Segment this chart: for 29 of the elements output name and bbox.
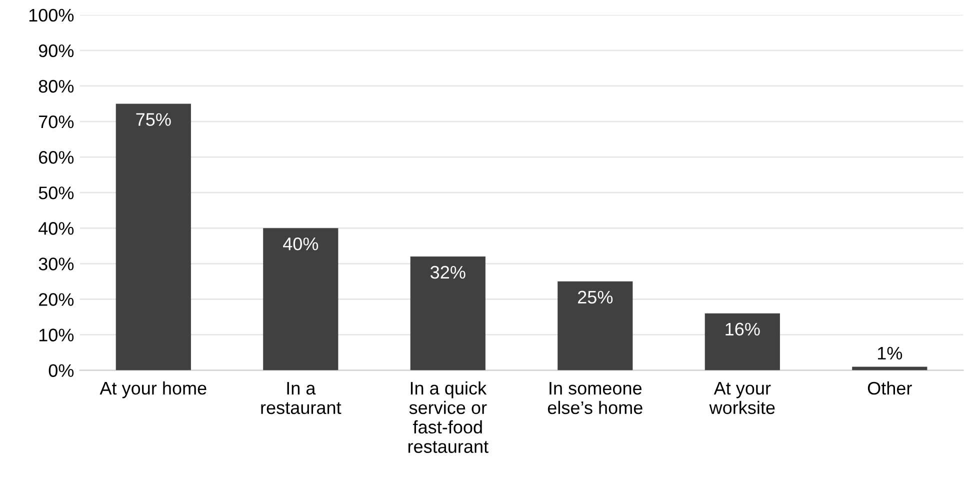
data-label: 32%: [430, 266, 466, 279]
data-label: 40%: [283, 237, 318, 250]
bar: [410, 256, 486, 370]
x-tick-label: At your home: [100, 381, 206, 398]
y-tick-label: 10%: [39, 328, 74, 342]
x-tick-label: At your worksite: [709, 382, 775, 414]
y-tick-label: 60%: [39, 150, 74, 164]
x-tick-label: Other: [868, 381, 912, 395]
bar: [852, 366, 928, 370]
x-tick-label: In someone else’s home: [548, 382, 642, 414]
data-label: 1%: [878, 346, 902, 360]
bar: [116, 104, 191, 370]
y-tick-label: 90%: [38, 44, 74, 58]
y-tick-label: 0%: [48, 364, 74, 377]
y-tick-label: 30%: [38, 258, 74, 270]
y-tick-label: 70%: [39, 115, 74, 128]
y-tick-label: 80%: [38, 80, 74, 93]
data-label: 25%: [578, 290, 613, 304]
y-tick-label: 20%: [39, 293, 74, 306]
x-tick-label: In a restaurant: [261, 382, 342, 414]
y-tick-label: 100%: [29, 8, 74, 22]
y-tick-label: 40%: [38, 222, 74, 235]
y-tick-label: 50%: [38, 186, 74, 200]
bar: [263, 228, 338, 370]
x-tick-label: In a quick service or fast-food restaurant: [408, 381, 488, 453]
bar: [558, 281, 633, 370]
data-label: 16%: [726, 322, 760, 336]
data-label: 75%: [136, 113, 171, 126]
bar: [704, 313, 780, 370]
